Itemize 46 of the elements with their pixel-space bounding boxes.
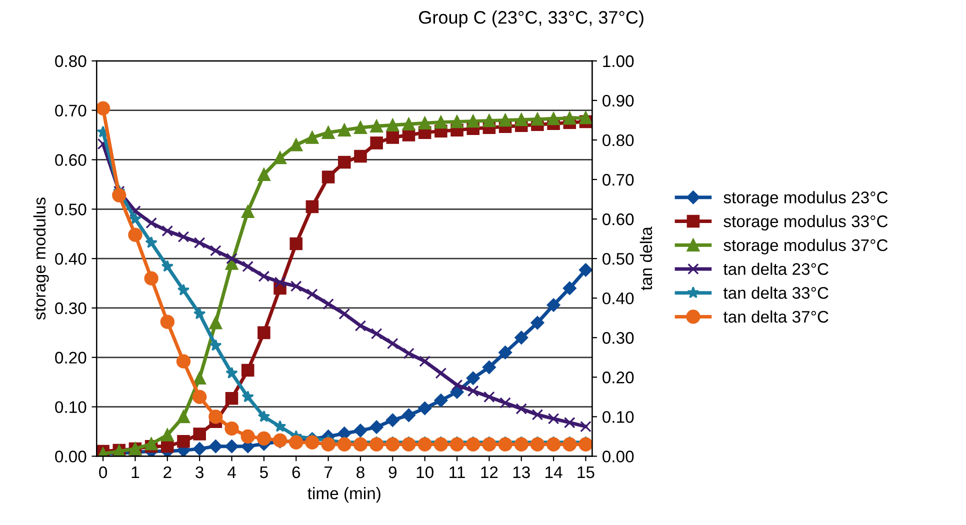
x-tick-label: 9 [388,466,396,478]
x-tick-label: 1 [132,466,140,478]
x-axis-title: time (min) [308,487,380,503]
y-tick-label: 0.30 [55,302,86,314]
x-tick-label: 3 [196,466,204,478]
y-tick-label: 0.50 [55,204,86,216]
legend-label: tan delta 37°C [723,310,828,323]
y2-tick-label: 0.00 [602,450,634,462]
x-tick-label: 5 [260,466,268,478]
y2-tick-label: 0.60 [602,213,634,226]
legend-label: storage modulus 37°C [724,238,888,254]
x-tick-label: 11 [450,466,465,478]
x-tick-label: 4 [228,466,236,478]
x-tick-label: 15 [578,466,594,478]
y2-tick-label: 0.70 [602,174,634,186]
y2-tick-label: 0.10 [602,411,634,423]
y-tick-label: 0.00 [55,450,86,462]
x-tick-label: 13 [513,466,530,478]
y2-tick-label: 0.90 [602,94,634,107]
y-tick-label: 0.60 [55,154,86,166]
x-tick-label: 7 [324,466,332,478]
x-tick-label: 2 [164,466,172,478]
legend-label: tan delta 23°C [723,262,828,275]
legend-label: storage modulus 23°C [724,191,888,207]
legend-label: tan delta 33°C [723,286,828,299]
y2-tick-label: 0.30 [602,332,634,344]
y2-tick-label: 0.20 [602,372,634,384]
y-tick-label: 0.70 [55,104,86,117]
x-tick-label: 14 [546,466,562,478]
legend-label: storage modulus 33°C [724,214,888,231]
y-tick-label: 0.80 [55,55,86,68]
y-axis-title: storage modulus [33,198,49,320]
y-tick-label: 0.10 [55,401,86,414]
y-tick-label: 0.40 [55,252,86,265]
x-tick-label: 12 [481,466,498,478]
y-tick-label: 0.20 [55,352,86,364]
y2-tick-label: 0.50 [602,252,634,265]
y2-tick-label: 0.80 [602,134,634,146]
chart-title: Group C (23°C, 33°C, 37°C) [419,10,644,28]
y2-axis-title: tan delta [640,226,652,290]
x-tick-label: 0 [99,466,108,478]
x-tick-label: 6 [292,466,300,478]
x-tick-label: 8 [356,466,364,478]
y2-tick-label: 0.40 [602,292,634,304]
x-tick-label: 10 [416,466,434,478]
y2-tick-label: 1.00 [603,55,634,68]
